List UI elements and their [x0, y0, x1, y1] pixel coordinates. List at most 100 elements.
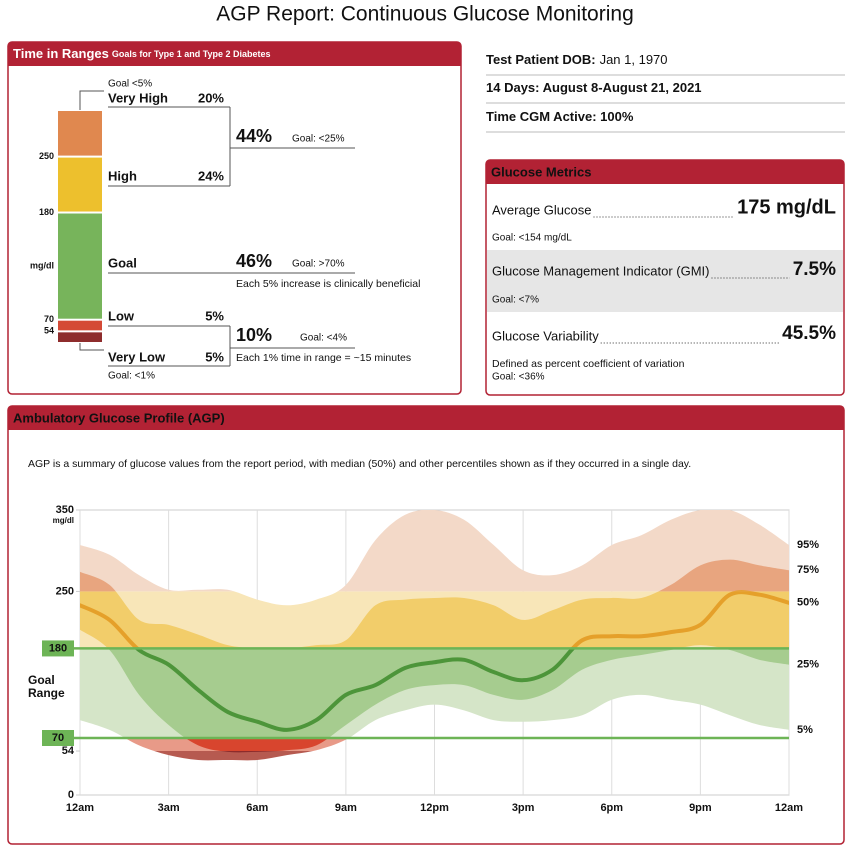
metric-goal: Goal: <7%	[492, 295, 539, 306]
combined-percent: 44%	[236, 126, 272, 146]
combined-goal: Goal: <4%	[300, 333, 347, 344]
patient-info: Test Patient DOB: Jan 1, 1970	[486, 52, 668, 67]
target-range-label: Goal	[28, 673, 55, 687]
combined-goal: Goal: <25%	[292, 134, 345, 145]
zone	[80, 648, 789, 739]
range-percent: 5%	[205, 308, 224, 323]
metric-name: Average Glucose	[492, 202, 592, 217]
range-bar-segment	[58, 320, 102, 331]
combined-percent: 10%	[236, 325, 272, 345]
range-bar-segment	[58, 213, 102, 319]
range-goal: Goal: <1%	[108, 371, 155, 382]
agp-panel-header	[8, 406, 844, 430]
patient-info: Time CGM Active: 100%	[486, 109, 634, 124]
range-percent: 5%	[205, 349, 224, 364]
range-name: Goal	[108, 255, 137, 270]
bracket	[79, 343, 104, 351]
x-tick-label: 3pm	[512, 802, 535, 814]
range-percent: 24%	[198, 168, 224, 183]
x-tick-label: 12am	[775, 802, 803, 814]
band-25-75	[107, 648, 789, 739]
patient-info-label: Time CGM Active: 100%	[486, 109, 634, 124]
zone	[125, 738, 349, 752]
percentile-bands	[80, 510, 789, 761]
band-5-95	[80, 510, 789, 592]
metric-goal: Goal: <154 mg/dL	[492, 233, 572, 244]
band-25-75	[185, 738, 329, 752]
range-name: Very Low	[108, 349, 166, 364]
y-tick-label: 54	[62, 745, 75, 757]
panel-title: Ambulatory Glucose Profile (AGP)	[13, 410, 225, 425]
y-tick-label: 0	[68, 789, 74, 801]
x-tick-label: 3am	[158, 802, 180, 814]
legend-entry: 50%	[797, 597, 819, 609]
legend-entry: 75%	[797, 564, 819, 576]
target-range-label: Range	[28, 686, 65, 700]
report-title: AGP Report: Continuous Glucose Monitorin…	[216, 3, 634, 26]
bracket	[79, 90, 104, 110]
patient-info-label: Test Patient DOB:	[486, 52, 596, 67]
combined-note: Each 1% time in range = ~15 minutes	[236, 352, 411, 364]
x-tick-label: 12am	[66, 802, 94, 814]
panel-subtitle: Goals for Type 1 and Type 2 Diabetes	[112, 49, 271, 59]
metric-note: Defined as percent coefficient of variat…	[492, 358, 685, 370]
range-bar-segment	[58, 157, 102, 212]
patient-info: 14 Days: August 8-August 21, 2021	[486, 80, 702, 95]
range-name: Very High	[108, 90, 168, 105]
median-line	[134, 648, 576, 732]
band-5-95	[154, 751, 313, 761]
unit-label: mg/dl	[30, 260, 54, 270]
panel-title-main: Time in Ranges	[13, 46, 109, 61]
patient-info-value: Jan 1, 1970	[600, 52, 668, 67]
target-label: 70	[52, 732, 64, 744]
legend-entry: 95%	[797, 539, 819, 551]
target-badge	[42, 730, 74, 746]
range-goal: Goal: >70%	[292, 259, 345, 270]
agp-description: AGP is a summary of glucose values from …	[28, 458, 691, 470]
y-unit: mg/dl	[53, 516, 74, 525]
metric-name: Glucose Management Indicator (GMI)	[492, 263, 709, 278]
metric-goal: Goal: <36%	[492, 372, 545, 383]
legend-entry: 5%	[797, 724, 813, 736]
band-25-75	[80, 559, 789, 592]
metric-name: Glucose Variability	[492, 328, 599, 343]
metric-value: 175 mg/dL	[737, 196, 836, 218]
range-bar-segment	[58, 111, 102, 156]
time-in-ranges-panel-header	[8, 42, 461, 66]
metric-value: 45.5%	[782, 323, 836, 344]
threshold-label: 70	[44, 314, 54, 324]
patient-info-label: 14 Days: August 8-August 21, 2021	[486, 80, 702, 95]
range-note: Each 5% increase is clinically beneficia…	[236, 278, 420, 290]
median-line	[80, 591, 789, 649]
range-name: High	[108, 168, 137, 183]
range-name: Low	[108, 308, 135, 323]
legend-entry: 25%	[797, 659, 819, 671]
range-percent: 20%	[198, 90, 224, 105]
x-tick-label: 6pm	[600, 802, 623, 814]
metric-row-shade	[487, 250, 843, 312]
glucose-metrics-panel-header	[486, 160, 844, 184]
band-25-75	[80, 591, 789, 649]
range-percent: 46%	[236, 251, 272, 271]
panel-title: Time in Ranges Goals for Type 1 and Type …	[13, 46, 271, 61]
range-goal: Goal <5%	[108, 79, 152, 90]
x-tick-label: 9am	[335, 802, 357, 814]
target-label: 180	[49, 642, 67, 654]
x-tick-label: 12pm	[420, 802, 449, 814]
zone	[80, 591, 789, 649]
x-tick-label: 6am	[246, 802, 268, 814]
y-tick-label: 250	[56, 585, 74, 597]
band-25-75	[220, 751, 278, 753]
x-tick-label: 9pm	[689, 802, 712, 814]
threshold-label: 54	[44, 326, 54, 336]
target-badge	[42, 640, 74, 657]
zone	[154, 751, 313, 761]
metric-value: 7.5%	[793, 259, 836, 280]
threshold-label: 180	[39, 207, 54, 217]
zone	[80, 510, 789, 592]
panel-title: Glucose Metrics	[491, 164, 591, 179]
y-tick-label: 350	[56, 504, 74, 516]
range-bar-segment	[58, 332, 102, 342]
